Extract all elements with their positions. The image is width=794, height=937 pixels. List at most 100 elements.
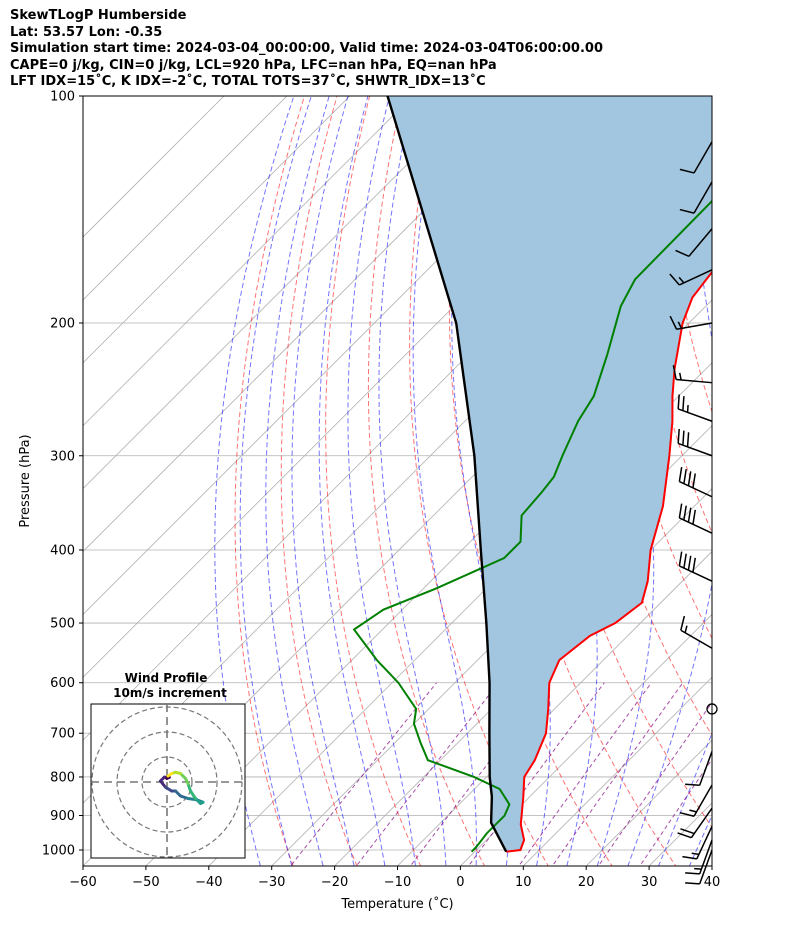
y-tick-label: 300 [50, 449, 75, 464]
barb-half-flag [684, 625, 688, 633]
wind-barb [669, 315, 713, 330]
barb-flag [685, 882, 700, 885]
wind-barb [677, 428, 713, 457]
barb-staff [679, 517, 713, 534]
barb-flag [679, 168, 695, 174]
dry-adiabat [487, 96, 677, 866]
dry-adiabat [234, 96, 306, 866]
y-tick-label: 500 [50, 617, 75, 632]
hodograph-segment [189, 789, 197, 800]
barb-flag [675, 249, 690, 258]
isotherm-line [731, 61, 794, 909]
temperature-profile [506, 270, 712, 853]
barb-flag [687, 471, 692, 486]
y-tick-label: 700 [50, 727, 75, 742]
wind-profile-title: Wind Profile [125, 671, 208, 685]
barb-staff [696, 825, 713, 860]
parcel-profile [386, 96, 508, 853]
wind-barb [678, 503, 713, 534]
barb-staff [680, 629, 713, 649]
moist-adiabat [318, 96, 386, 866]
wind-profile-subtitle: 10m/s increment [113, 686, 227, 700]
wind-barb [677, 394, 713, 422]
simulation-times: Simulation start time: 2024-03-04_00:00:… [10, 41, 603, 57]
barb-flag [677, 394, 680, 409]
y-tick-label: 800 [50, 770, 75, 785]
stability-indices-1: CAPE=0 j/kg, CIN=0 j/kg, LCL=920 hPa, LF… [10, 57, 497, 73]
barb-flag [677, 832, 692, 839]
moist-adiabat [239, 96, 312, 866]
mixing-ratio-line [639, 758, 712, 866]
barb-staff [693, 181, 713, 214]
mixing-ratio-line [597, 701, 712, 866]
mixing-ratio-line [355, 682, 500, 866]
wind-barb [679, 181, 713, 214]
barb-flag [682, 855, 697, 860]
moist-adiabat [596, 96, 655, 866]
wind-barb [682, 825, 713, 860]
calm-wind-circle [706, 703, 718, 715]
barb-flag [680, 615, 686, 631]
barb-flag [687, 507, 692, 523]
isotherm-line [83, 96, 351, 364]
y-tick-label: 100 [50, 90, 75, 105]
barb-staff [676, 378, 713, 384]
barb-flag [683, 505, 687, 521]
wind-barb [685, 839, 713, 875]
chart-header: SkewTLogP Humberside Lat: 53.57 Lon: -0.… [10, 8, 603, 91]
moist-adiabat [657, 731, 712, 866]
wind-barb [679, 141, 713, 174]
barb-flag [692, 557, 696, 573]
barb-flag [672, 365, 677, 380]
barb-flag [692, 509, 696, 525]
barb-staff [679, 269, 713, 286]
isotherm-line [83, 96, 288, 301]
barb-staff [693, 141, 713, 174]
x-tick-label: 10 [515, 875, 532, 890]
barb-half-flag [691, 852, 700, 856]
barb-half-flag [689, 809, 697, 813]
barb-flag [692, 473, 696, 488]
barb-flag [686, 432, 690, 447]
dry-adiabat [727, 79, 794, 881]
stability-indices-2: LFT IDX=15˚C, K IDX=-2˚C, TOTAL TOTS=37˚… [10, 74, 486, 90]
x-tick-label: 0 [456, 875, 464, 890]
y-tick-label: 400 [50, 543, 75, 558]
barb-flag [683, 469, 687, 484]
station-coordinates: Lat: 53.57 Lon: -0.35 [10, 24, 163, 40]
x-tick-label: 20 [578, 875, 595, 890]
moist-adiabat [412, 96, 477, 866]
wind-barb [678, 551, 713, 582]
barb-flag [682, 430, 685, 446]
dry-adiabat [280, 96, 358, 866]
moist-adiabat [713, 79, 794, 881]
wind-barb [679, 784, 713, 817]
dry-adiabat [325, 96, 422, 866]
wind-barb [677, 807, 713, 839]
isotherm-line [522, 676, 712, 866]
wind-profile-frame [90, 703, 246, 859]
x-axis-label: Temperature (˚C) [340, 896, 453, 912]
hodograph-ring [141, 756, 193, 808]
isotherm-line [459, 613, 712, 866]
barb-flag [679, 208, 695, 214]
x-tick-label: −60 [69, 875, 96, 890]
barb-flag [678, 467, 683, 482]
barb-flag [669, 273, 680, 286]
barb-staff [698, 849, 713, 885]
moist-adiabat [688, 814, 712, 866]
barb-half-flag [677, 321, 683, 329]
barb-staff [676, 322, 713, 330]
barb-half-flag [686, 405, 689, 413]
barb-flag [678, 551, 683, 567]
moist-adiabat [627, 96, 712, 866]
mixing-ratio-line [518, 682, 652, 866]
barb-half-flag [694, 867, 702, 870]
mixing-ratio-line [409, 682, 550, 866]
barb-staff [698, 839, 713, 875]
wind-barb [685, 849, 713, 885]
mixing-ratio-line [289, 682, 437, 866]
wind-barb [669, 269, 713, 286]
